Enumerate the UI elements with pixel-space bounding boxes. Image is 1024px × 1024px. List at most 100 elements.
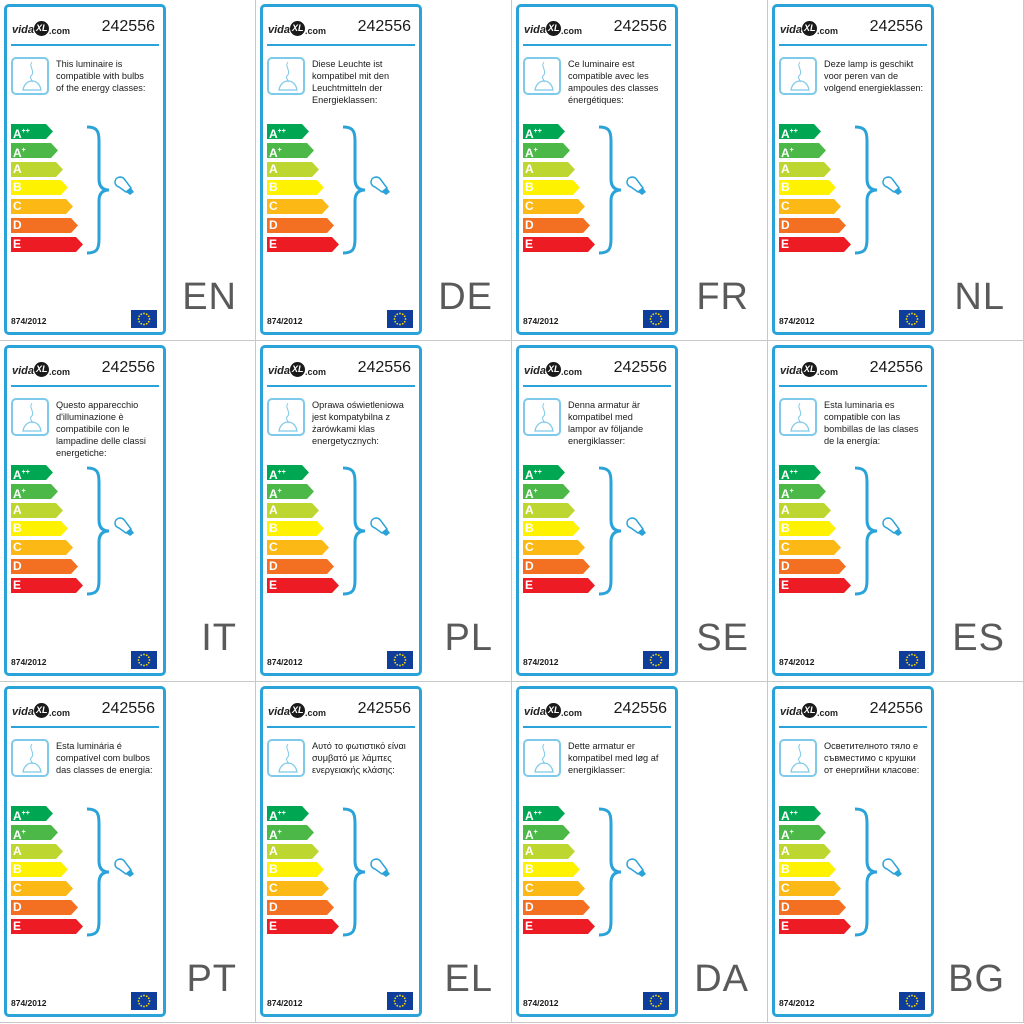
energy-class-letter-main: A — [781, 843, 790, 858]
language-code: ES — [952, 617, 1005, 659]
pendant-lamp-icon — [267, 398, 305, 436]
logo-text-right: .com — [305, 708, 327, 718]
energy-class-letter: E — [781, 919, 789, 933]
label-cell: vidaXL.com 242556 Oprawa oświetleniowa jes… — [256, 341, 512, 682]
energy-class-arrow: D — [11, 218, 78, 233]
energy-class-letter: E — [525, 237, 533, 251]
energy-class-letter-main: C — [781, 881, 790, 896]
energy-class-arrow: A — [779, 502, 831, 518]
energy-class-superscript: + — [21, 487, 26, 495]
energy-class-letter: B — [781, 863, 790, 876]
logo-text-left: vida — [12, 706, 35, 718]
energy-class-arrow: A++ — [267, 465, 309, 482]
curly-brace-icon — [597, 466, 623, 601]
label-cell: vidaXL.com 242556 Dette armatur er kompati… — [512, 682, 768, 1023]
energy-class-letter-main: A — [269, 145, 278, 160]
energy-class-superscript: + — [533, 487, 538, 495]
energy-class-superscript: ++ — [21, 469, 30, 476]
energy-class-letter-main: D — [13, 218, 22, 232]
energy-class-arrow: A — [11, 502, 63, 518]
energy-class-letter: B — [781, 522, 790, 535]
energy-class-letter-main: A — [269, 809, 278, 823]
energy-class-letter: A++ — [13, 807, 30, 823]
energy-class-letter: B — [269, 522, 278, 535]
model-number: 242556 — [613, 700, 667, 717]
energy-class-arrow: A+ — [523, 483, 570, 500]
energy-class-letter-main: A — [13, 809, 22, 823]
energy-class-superscript: ++ — [277, 469, 286, 476]
curly-brace-icon — [853, 807, 879, 942]
brand-logo: vidaXL.com — [12, 703, 74, 721]
energy-class-letter: A+ — [781, 826, 794, 842]
energy-class-letter-main: A — [781, 486, 790, 501]
logo-mark: XL — [546, 703, 561, 718]
light-bulb-icon — [111, 173, 137, 204]
brand-logo: vidaXL.com — [780, 703, 842, 721]
energy-class-letter-main: A — [525, 809, 534, 823]
energy-label-card: vidaXL.com 242556 Осветителното тяло е съв… — [772, 686, 934, 1017]
energy-class-letter-main: A — [13, 502, 22, 517]
energy-class-scale: A++ A+ A B C D E — [779, 124, 851, 264]
energy-class-arrow: A+ — [267, 824, 314, 841]
energy-class-arrow: D — [523, 559, 590, 574]
energy-class-arrow: E — [267, 236, 339, 252]
logo-text-left: vida — [268, 24, 291, 36]
energy-class-letter: A+ — [13, 485, 26, 501]
energy-class-letter-main: E — [13, 918, 22, 933]
energy-class-letter-main: A — [781, 161, 790, 176]
energy-class-arrow: A — [267, 161, 319, 177]
pendant-lamp-icon — [11, 398, 49, 436]
energy-label-card: vidaXL.com 242556 Dette armatur er kompati… — [516, 686, 678, 1017]
energy-label-card: vidaXL.com 242556 Questo apparecchio d'ill… — [4, 345, 166, 676]
energy-class-letter-main: B — [269, 180, 278, 195]
light-bulb-icon — [111, 514, 137, 545]
energy-class-superscript: ++ — [533, 469, 542, 476]
energy-class-letter: A++ — [781, 466, 798, 482]
compatibility-text: Esta luminaria es compatible con las bom… — [824, 400, 919, 446]
energy-class-letter: A — [13, 162, 22, 176]
energy-class-letter: A++ — [525, 125, 542, 141]
compatibility-text: Deze lamp is geschikt voor peren van de … — [824, 59, 924, 93]
energy-class-arrow: A — [11, 843, 63, 859]
energy-class-arrow: B — [523, 180, 580, 196]
energy-class-letter: E — [269, 578, 277, 592]
energy-class-superscript: ++ — [277, 810, 286, 817]
energy-class-letter: A++ — [781, 125, 798, 141]
energy-class-letter: D — [781, 219, 790, 232]
energy-class-arrow: A++ — [779, 124, 821, 141]
eu-flag-icon — [387, 310, 413, 328]
energy-class-letter-main: C — [781, 540, 790, 555]
model-number: 242556 — [101, 18, 155, 35]
header-divider — [11, 726, 159, 728]
logo-text-right: .com — [817, 26, 839, 36]
energy-class-arrow: D — [523, 218, 590, 233]
brand-logo: vidaXL.com — [12, 21, 74, 39]
regulation-number: 874/2012 — [267, 998, 303, 1008]
label-cell: vidaXL.com 242556 Ce luminaire est compati… — [512, 0, 768, 341]
energy-class-letter-main: A — [525, 161, 534, 176]
energy-class-arrow: A++ — [267, 124, 309, 141]
energy-class-letter: E — [781, 578, 789, 592]
eu-flag-icon — [131, 310, 157, 328]
language-code: PT — [186, 958, 237, 1000]
energy-class-letter: A — [781, 843, 790, 858]
energy-class-letter-main: A — [13, 843, 22, 858]
energy-class-letter: B — [269, 863, 278, 876]
energy-class-superscript: ++ — [789, 469, 798, 476]
energy-class-arrow: E — [523, 918, 595, 934]
energy-class-letter-main: B — [13, 521, 22, 536]
regulation-number: 874/2012 — [779, 998, 815, 1008]
compatibility-text: This luminaire is compatible with bulbs … — [56, 59, 146, 93]
energy-class-arrow: A++ — [11, 806, 53, 823]
logo-text-right: .com — [305, 26, 327, 36]
energy-class-scale: A++ A+ A B C D E — [523, 124, 595, 264]
brand-logo: vidaXL.com — [268, 362, 330, 380]
energy-class-letter-main: D — [525, 900, 534, 914]
energy-class-letter: A+ — [269, 144, 282, 160]
energy-class-letter-main: A — [525, 502, 534, 517]
energy-class-letter-main: D — [781, 218, 790, 232]
energy-class-letter-main: A — [781, 127, 790, 141]
energy-class-letter-main: C — [525, 199, 534, 214]
energy-class-arrow: A++ — [11, 465, 53, 482]
energy-class-superscript: + — [533, 146, 538, 154]
